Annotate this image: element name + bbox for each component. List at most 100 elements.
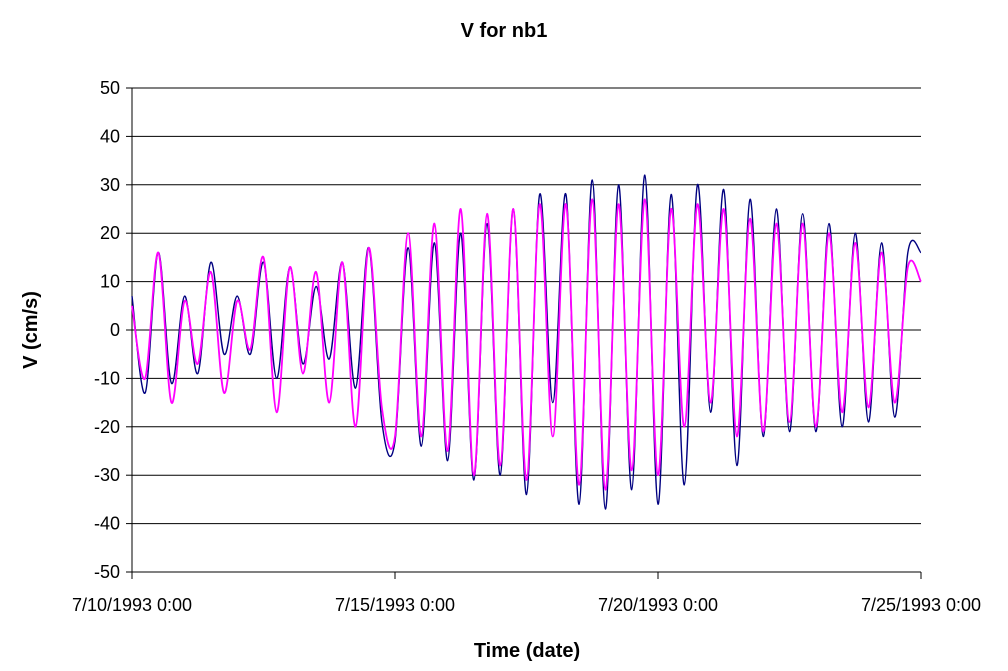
data-point	[802, 223, 804, 225]
data-point	[276, 378, 278, 380]
x-tick-labels: 7/10/1993 0:00 7/15/1993 0:00 7/20/1993 0:…	[72, 595, 981, 615]
data-point	[657, 474, 659, 476]
data-point	[684, 426, 686, 428]
series	[131, 174, 922, 510]
data-point	[447, 460, 449, 462]
data-point	[250, 349, 252, 351]
data-point	[236, 295, 238, 297]
data-point	[736, 465, 738, 467]
data-point	[526, 479, 528, 481]
data-point	[447, 450, 449, 452]
data-point	[381, 421, 383, 423]
data-point	[684, 484, 686, 486]
data-point	[460, 208, 462, 210]
data-point	[789, 431, 791, 433]
data-point	[670, 194, 672, 196]
data-point	[776, 208, 778, 210]
data-point	[263, 257, 265, 259]
data-point	[197, 373, 199, 375]
data-point	[250, 353, 252, 355]
y-tick-label: 20	[100, 223, 120, 243]
data-point	[591, 179, 593, 181]
data-point	[302, 363, 304, 365]
data-point	[697, 184, 699, 186]
data-point	[578, 484, 580, 486]
data-point	[171, 382, 173, 384]
data-point	[894, 402, 896, 404]
data-point	[526, 494, 528, 496]
data-point	[697, 203, 699, 205]
data-point	[828, 232, 830, 234]
y-tick-label: 40	[100, 126, 120, 146]
data-point	[565, 203, 567, 205]
data-point	[210, 271, 212, 273]
data-point	[302, 373, 304, 375]
data-point	[749, 218, 751, 220]
data-point	[499, 474, 501, 476]
data-point	[197, 363, 199, 365]
data-point	[776, 223, 778, 225]
data-point	[131, 305, 133, 307]
data-point	[513, 208, 515, 210]
data-point	[289, 266, 291, 268]
data-point	[854, 232, 856, 234]
data-point	[421, 445, 423, 447]
data-point	[762, 431, 764, 433]
data-point	[907, 266, 909, 268]
data-point	[460, 232, 462, 234]
data-point	[618, 184, 620, 186]
data-point	[815, 426, 817, 428]
data-point	[907, 252, 909, 254]
data-point	[171, 402, 173, 404]
data-point	[749, 199, 751, 201]
data-point	[223, 353, 225, 355]
y-tick-label: -50	[94, 562, 120, 582]
data-point	[434, 223, 436, 225]
data-point	[710, 402, 712, 404]
data-point	[486, 223, 488, 225]
y-tick-labels: -50 -40 -30 -20 -10 0 10 20 30 40 50	[94, 78, 120, 582]
data-point	[723, 189, 725, 191]
data-point	[644, 174, 646, 176]
data-point	[723, 208, 725, 210]
data-point	[578, 503, 580, 505]
data-point	[223, 392, 225, 394]
x-tick-label: 7/25/1993 0:00	[861, 595, 981, 615]
data-point	[381, 407, 383, 409]
data-point	[868, 421, 870, 423]
data-point	[841, 411, 843, 413]
data-point	[736, 436, 738, 438]
data-point	[605, 489, 607, 491]
data-point	[184, 300, 186, 302]
data-point	[158, 252, 160, 254]
data-point	[920, 281, 922, 283]
data-point	[131, 295, 133, 297]
data-point	[539, 203, 541, 205]
data-point	[236, 300, 238, 302]
data-point	[473, 474, 475, 476]
data-point	[920, 252, 922, 254]
data-point	[894, 416, 896, 418]
data-point	[144, 378, 146, 380]
data-point	[841, 426, 843, 428]
y-tick-label: -10	[94, 368, 120, 388]
data-point	[407, 232, 409, 234]
y-tick-label: -40	[94, 514, 120, 534]
y-axis-title: V (cm/s)	[20, 291, 42, 369]
x-tick-label: 7/20/1993 0:00	[598, 595, 718, 615]
data-point	[355, 426, 357, 428]
y-tick-label: 10	[100, 272, 120, 292]
data-point	[631, 470, 633, 472]
data-point	[315, 286, 317, 288]
data-point	[644, 199, 646, 201]
data-point	[591, 199, 593, 201]
y-tick-label: -30	[94, 465, 120, 485]
gridlines	[132, 87, 921, 525]
data-point	[657, 503, 659, 505]
data-point	[328, 358, 330, 360]
chart-title: V for nb1	[461, 20, 548, 42]
data-point	[144, 392, 146, 394]
data-point	[210, 261, 212, 263]
data-point	[342, 261, 344, 263]
